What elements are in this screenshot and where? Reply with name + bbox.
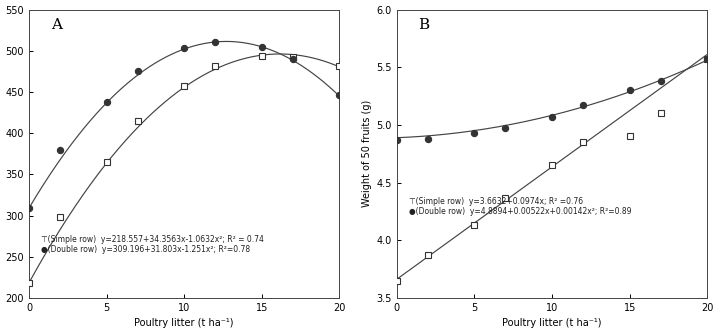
Y-axis label: Weight of 50 fruits (g): Weight of 50 fruits (g) [362,100,372,207]
Text: ⊤(Simple row)  y=3.6632+0.0974x; R² =0.76
●(Double row)  y=4.8894+0.00522x+0.001: ⊤(Simple row) y=3.6632+0.0974x; R² =0.76… [409,197,632,216]
X-axis label: Poultry litter (t ha⁻¹): Poultry litter (t ha⁻¹) [503,318,602,328]
Text: ⊤(Simple row)  y=218.557+34.3563x-1.0632x²; R² = 0.74
●(Double row)  y=309.196+3: ⊤(Simple row) y=218.557+34.3563x-1.0632x… [42,234,265,254]
X-axis label: Poultry litter (t ha⁻¹): Poultry litter (t ha⁻¹) [134,318,234,328]
Text: B: B [418,18,430,32]
Text: A: A [51,18,62,32]
